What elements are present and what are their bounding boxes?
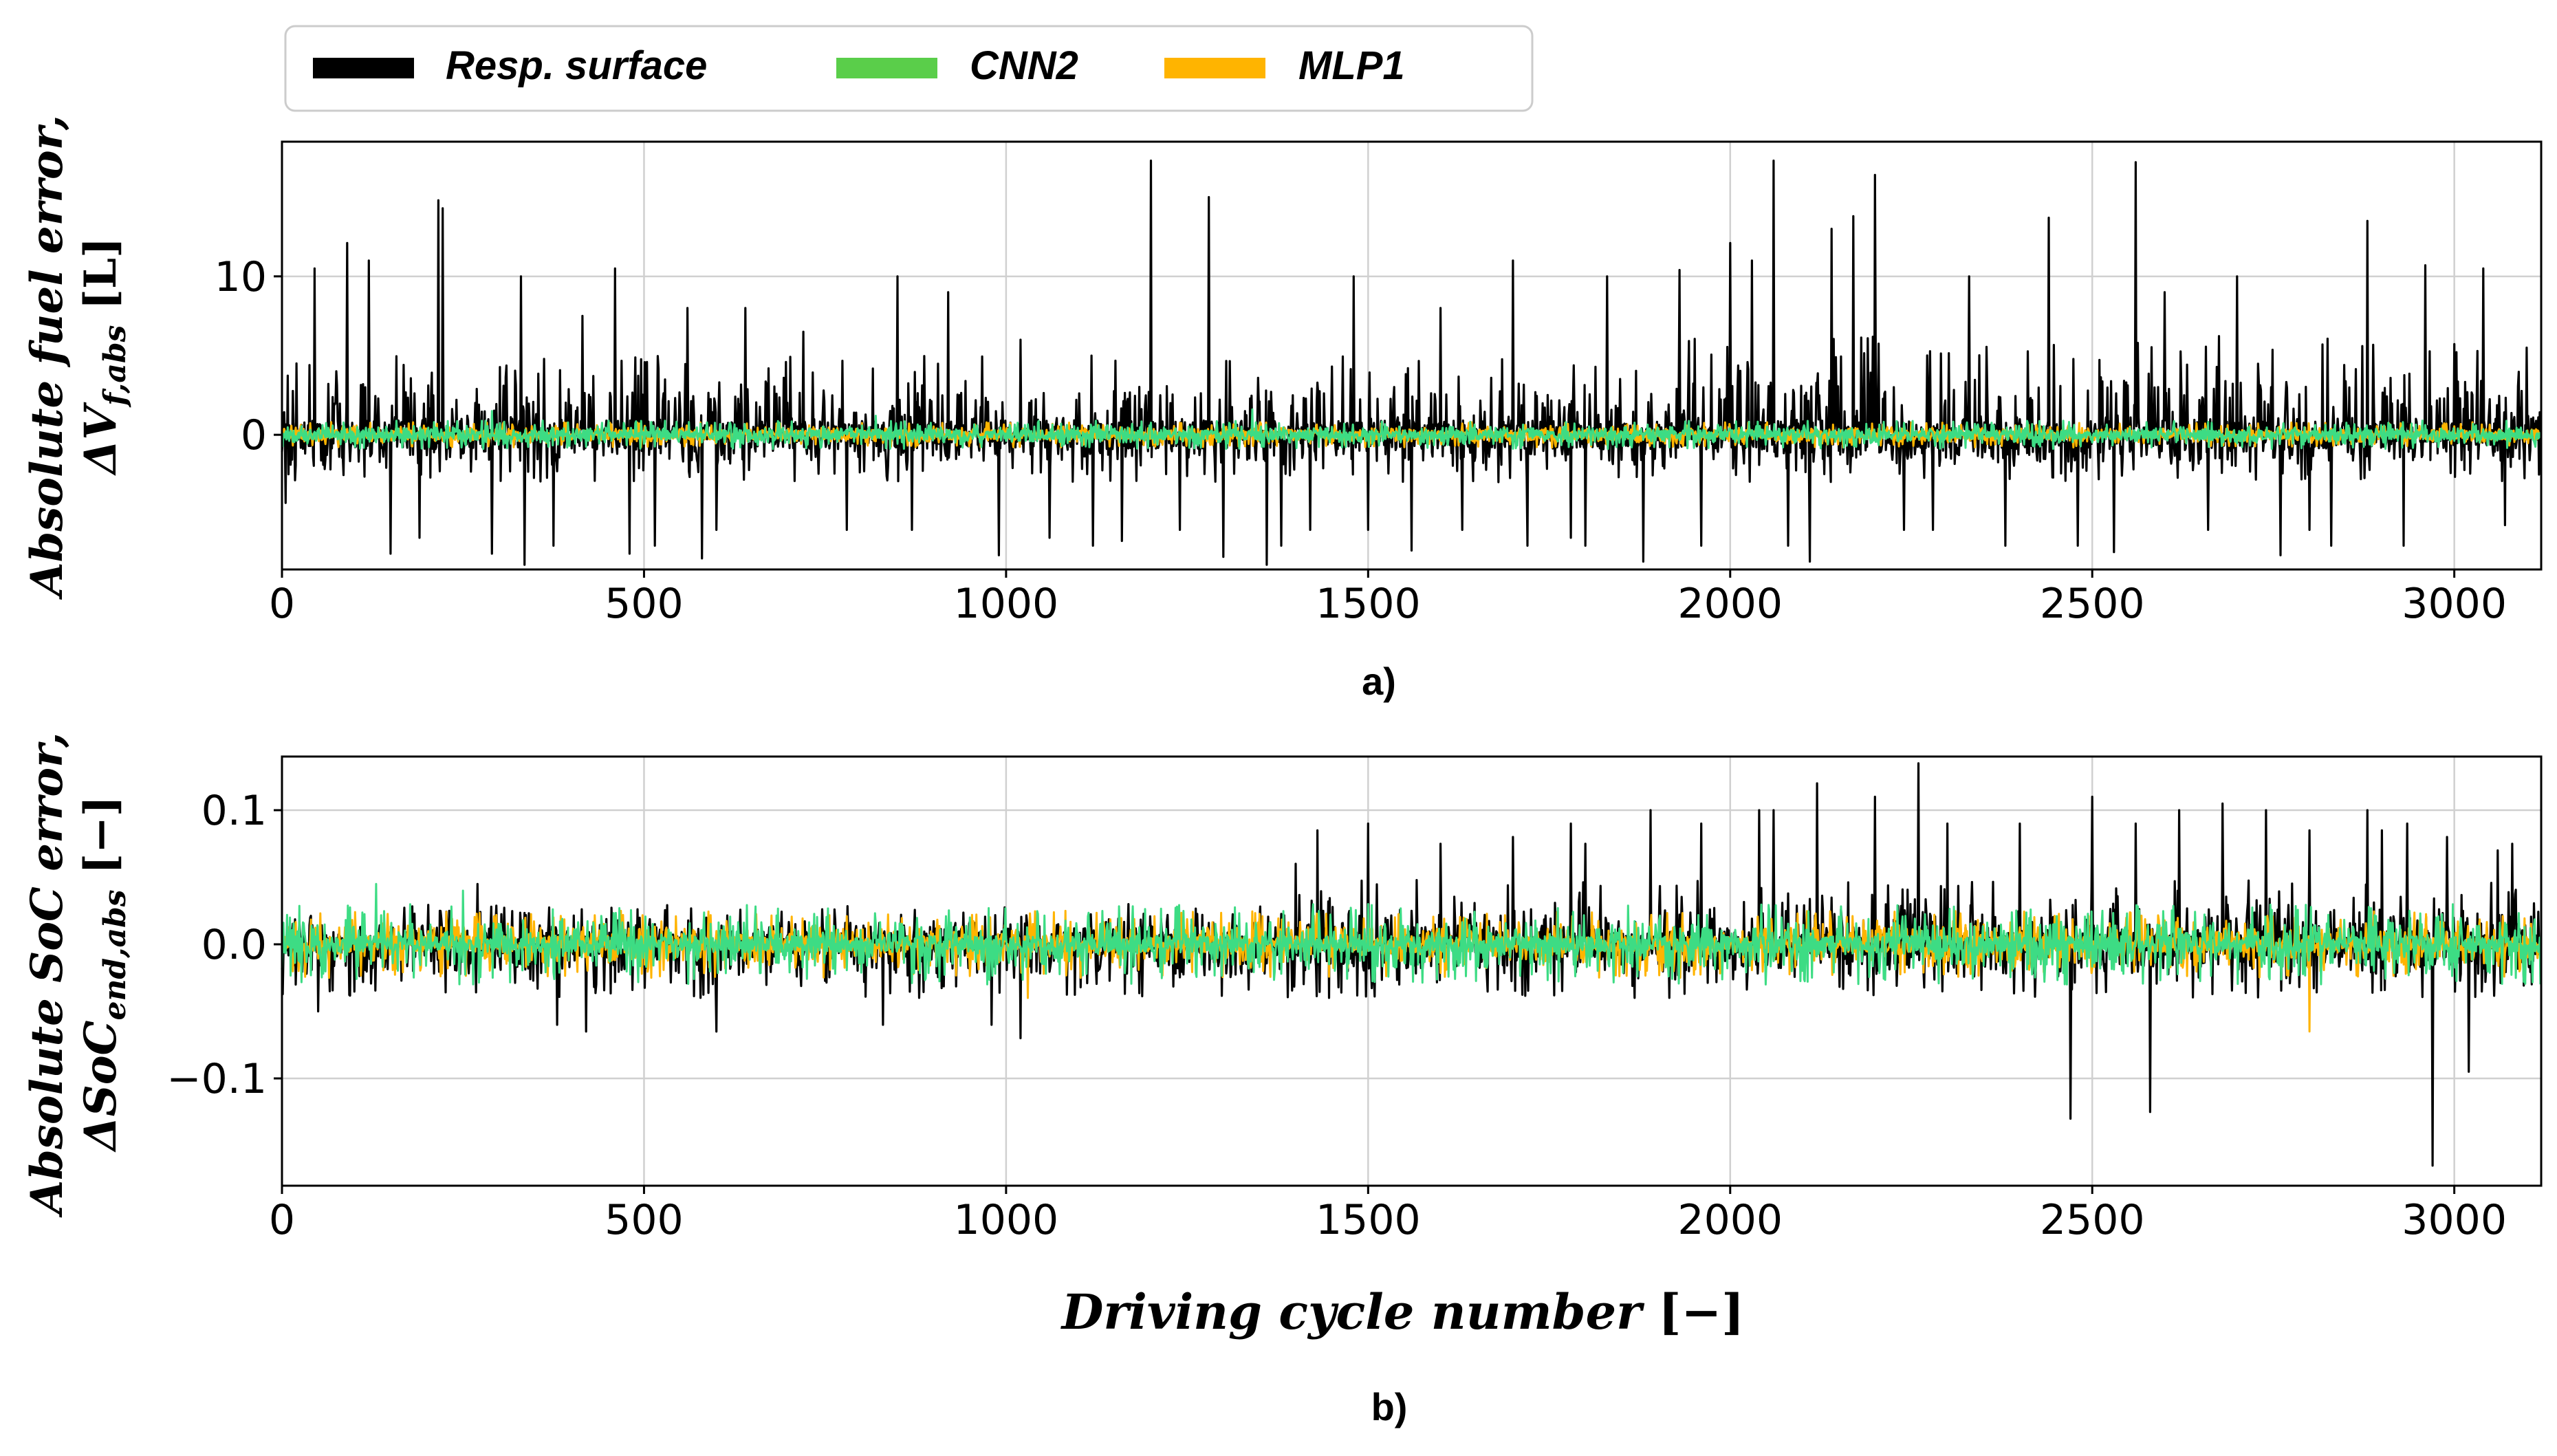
ylabel-a: Absolute fuel error, ΔVf,abs [L] xyxy=(21,115,133,600)
x-axis-label: Driving cycle number [−] xyxy=(1060,1283,1745,1340)
panel-label-a: a) xyxy=(1362,660,1396,703)
panel-a: 0 500 1000 1500 2000 2500 3000 0 10 a) Absolute … xyxy=(21,115,2543,703)
y-tick-label-a: 0 xyxy=(241,411,267,459)
x-axis-label-unit: [−] xyxy=(1658,1283,1744,1340)
x-axis-label-text: Driving cycle number xyxy=(1060,1283,1645,1340)
ylabel-a-unit: [L] xyxy=(75,237,127,310)
series-group-a xyxy=(281,160,2542,566)
legend: Resp. surface CNN2 MLP1 xyxy=(284,25,1534,112)
x-tick-label-b: 1500 xyxy=(1316,1196,1421,1244)
x-tick-label-a: 1000 xyxy=(954,580,1059,628)
ylabel-b-line1: Absolute SoC error, xyxy=(21,732,73,1218)
series-line-a-resp-surface xyxy=(281,160,2542,566)
x-tick-label-a: 2000 xyxy=(1677,580,1783,628)
legend-label-mlp1: MLP1 xyxy=(1298,43,1405,88)
x-tick-label-b: 500 xyxy=(605,1196,684,1244)
x-tick-label-b: 2000 xyxy=(1677,1196,1783,1244)
legend-swatch-cnn2 xyxy=(836,58,937,78)
x-tick-label-a: 2500 xyxy=(2040,580,2145,628)
x-tick-label-a: 1500 xyxy=(1316,580,1421,628)
grid-b xyxy=(281,757,2541,1186)
ylabel-a-sub: f,abs xyxy=(98,325,133,408)
x-tick-label-b: 0 xyxy=(269,1196,295,1244)
ylabel-b-line2: ΔSoCend,abs [−] xyxy=(75,796,133,1153)
x-tick-label-b: 1000 xyxy=(954,1196,1059,1244)
x-tick-label-b: 3000 xyxy=(2402,1196,2507,1244)
ylabel-b-unit: [−] xyxy=(75,796,127,874)
y-tick-label-b: 0.1 xyxy=(202,787,267,835)
ylabel-b: Absolute SoC error, ΔSoCend,abs [−] xyxy=(21,732,133,1218)
legend-swatch-resp-surface xyxy=(313,58,414,78)
ticks-b: 0 500 1000 1500 2000 2500 3000 −0.1 0.0 0.1 xyxy=(166,787,2507,1244)
y-tick-label-b: −0.1 xyxy=(166,1055,267,1103)
ylabel-a-line2: ΔVf,abs [L] xyxy=(75,237,133,476)
legend-label-cnn2: CNN2 xyxy=(970,43,1078,88)
ylabel-a-line1: Absolute fuel error, xyxy=(21,115,73,600)
x-tick-label-a: 3000 xyxy=(2402,580,2507,628)
y-tick-label-a: 10 xyxy=(215,253,267,301)
ticks-a: 0 500 1000 1500 2000 2500 3000 0 10 xyxy=(215,253,2507,628)
y-tick-label-b: 0.0 xyxy=(202,921,267,969)
ylabel-b-sym: ΔSoC xyxy=(75,1020,127,1153)
panel-b: 0 500 1000 1500 2000 2500 3000 −0.1 0.0 0.1 b) Ab… xyxy=(21,732,2543,1428)
ylabel-a-sym: ΔV xyxy=(75,402,127,477)
axes-frame-a xyxy=(281,140,2543,571)
axes-frame-b xyxy=(281,755,2543,1187)
x-tick-label-a: 0 xyxy=(269,580,295,628)
ylabel-b-sub: end,abs xyxy=(98,889,133,1020)
x-tick-label-b: 2500 xyxy=(2040,1196,2145,1244)
series-line-b-cnn2 xyxy=(281,882,2542,986)
series-group-b xyxy=(281,762,2542,1167)
x-tick-label-a: 500 xyxy=(605,580,684,628)
legend-swatch-mlp1 xyxy=(1164,58,1265,78)
panel-label-b: b) xyxy=(1371,1385,1408,1428)
series-line-a-cnn2 xyxy=(281,408,2541,450)
legend-label-resp-surface: Resp. surface xyxy=(446,43,707,88)
